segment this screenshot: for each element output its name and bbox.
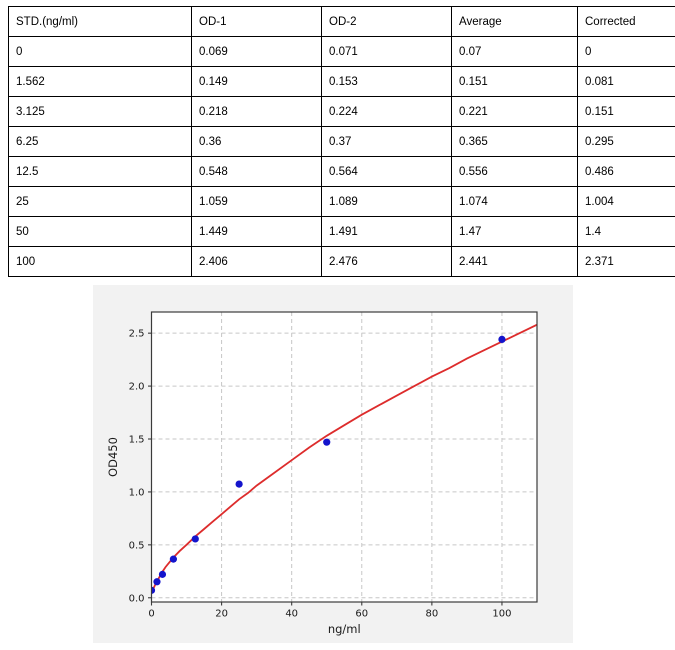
table-cell: 1.089 [321,186,452,217]
table-header-cell: OD-2 [321,6,452,37]
table-row: 25 1.059 1.089 1.074 1.004 [8,186,675,217]
table-cell: 1.449 [191,216,322,247]
table-cell: 50 [8,216,192,247]
table-cell: 2.406 [191,246,322,277]
table-cell: 0.149 [191,66,322,97]
y-tick-label: 0.5 [129,540,145,551]
data-point [151,586,156,594]
x-tick-label: 60 [355,609,368,620]
table-cell: 0.081 [577,66,675,97]
y-tick-label: 0.0 [129,593,145,604]
table-row: 50 1.449 1.491 1.47 1.4 [8,216,675,247]
table-cell: 100 [8,246,192,277]
y-tick-label: 1.5 [129,435,145,446]
table-cell: 25 [8,186,192,217]
table-cell: 0.36 [191,126,322,157]
x-tick-label: 20 [215,609,228,620]
table-cell: 2.441 [451,246,578,277]
table-cell: 0.218 [191,96,322,127]
table-row: 100 2.406 2.476 2.441 2.371 [8,246,675,277]
data-point [235,480,243,488]
table-header-cell: OD-1 [191,6,322,37]
table-cell: 2.371 [577,246,675,277]
x-tick-label: 100 [492,609,511,620]
table-cell: 0.151 [577,96,675,127]
table-cell: 0.153 [321,66,452,97]
table-cell: 0.564 [321,156,452,187]
table-cell: 1.562 [8,66,192,97]
table-cell: 3.125 [8,96,192,127]
table-row: 1.562 0.149 0.153 0.151 0.081 [8,66,675,97]
y-tick-label: 1.0 [129,487,145,498]
table-cell: 12.5 [8,156,192,187]
table-header-cell: Corrected [577,6,675,37]
data-point [191,535,199,543]
data-point [169,555,178,563]
standards-table: STD.(ng/ml) OD-1 OD-2 Average Corrected 0 0.0… [8,6,675,277]
x-axis-label: ng/ml [328,622,361,636]
table-cell: 1.4 [577,216,675,247]
table-row: 12.5 0.548 0.564 0.556 0.486 [8,156,675,187]
table-row: 0 0.069 0.071 0.07 0 [8,36,675,67]
table-cell: 0.069 [191,36,322,67]
table-row: 3.125 0.218 0.224 0.221 0.151 [8,96,675,127]
table-row: 6.25 0.36 0.37 0.365 0.295 [8,126,675,157]
data-point [323,438,331,446]
table-cell: 0.548 [191,156,322,187]
table-cell: 1.004 [577,186,675,217]
table-header-cell: Average [451,6,578,37]
standard-curve-chart: 0 20 40 60 80 100 0.0 0.5 1.0 1.5 2.0 2.5 ng/ml OD450 [93,285,573,643]
table-cell: 0.151 [451,66,578,97]
table-cell: 0.224 [321,96,452,127]
y-axis-label: OD450 [106,437,120,477]
table-cell: 1.47 [451,216,578,247]
table-cell: 0.07 [451,36,578,67]
data-point [153,578,161,586]
table-header-cell: STD.(ng/ml) [8,6,192,37]
plot-area [151,312,537,602]
table-cell: 6.25 [8,126,192,157]
y-tick-label: 2.5 [129,329,145,340]
table-cell: 1.059 [191,186,322,217]
table-cell: 0 [577,36,675,67]
table-cell: 0.556 [451,156,578,187]
table-cell: 0.365 [451,126,578,157]
table-cell: 1.074 [451,186,578,217]
table-cell: 0.295 [577,126,675,157]
plot-border [150,311,538,603]
table-cell: 1.491 [321,216,452,247]
table-cell: 0 [8,36,192,67]
data-point [158,570,167,578]
standards-table-head: STD.(ng/ml) OD-1 OD-2 Average Corrected [8,6,675,37]
x-tick-label: 40 [285,609,298,620]
table-cell: 2.476 [321,246,452,277]
data-point [498,335,506,344]
table-cell: 0.071 [321,36,452,67]
y-tick-label: 2.0 [129,382,145,393]
table-cell: 0.486 [577,156,675,187]
x-tick-label: 0 [148,609,154,620]
table-header-row: STD.(ng/ml) OD-1 OD-2 Average Corrected [8,6,675,37]
table-cell: 0.221 [451,96,578,127]
standards-table-body: 0 0.069 0.071 0.07 0 1.562 0.149 0.153 0.151 0.08… [8,36,675,277]
table-cell: 0.37 [321,126,452,157]
x-tick-label: 80 [425,609,438,620]
standard-curve-figure: 0 20 40 60 80 100 0.0 0.5 1.0 1.5 2.0 2.5 ng/ml OD450 [93,285,573,643]
